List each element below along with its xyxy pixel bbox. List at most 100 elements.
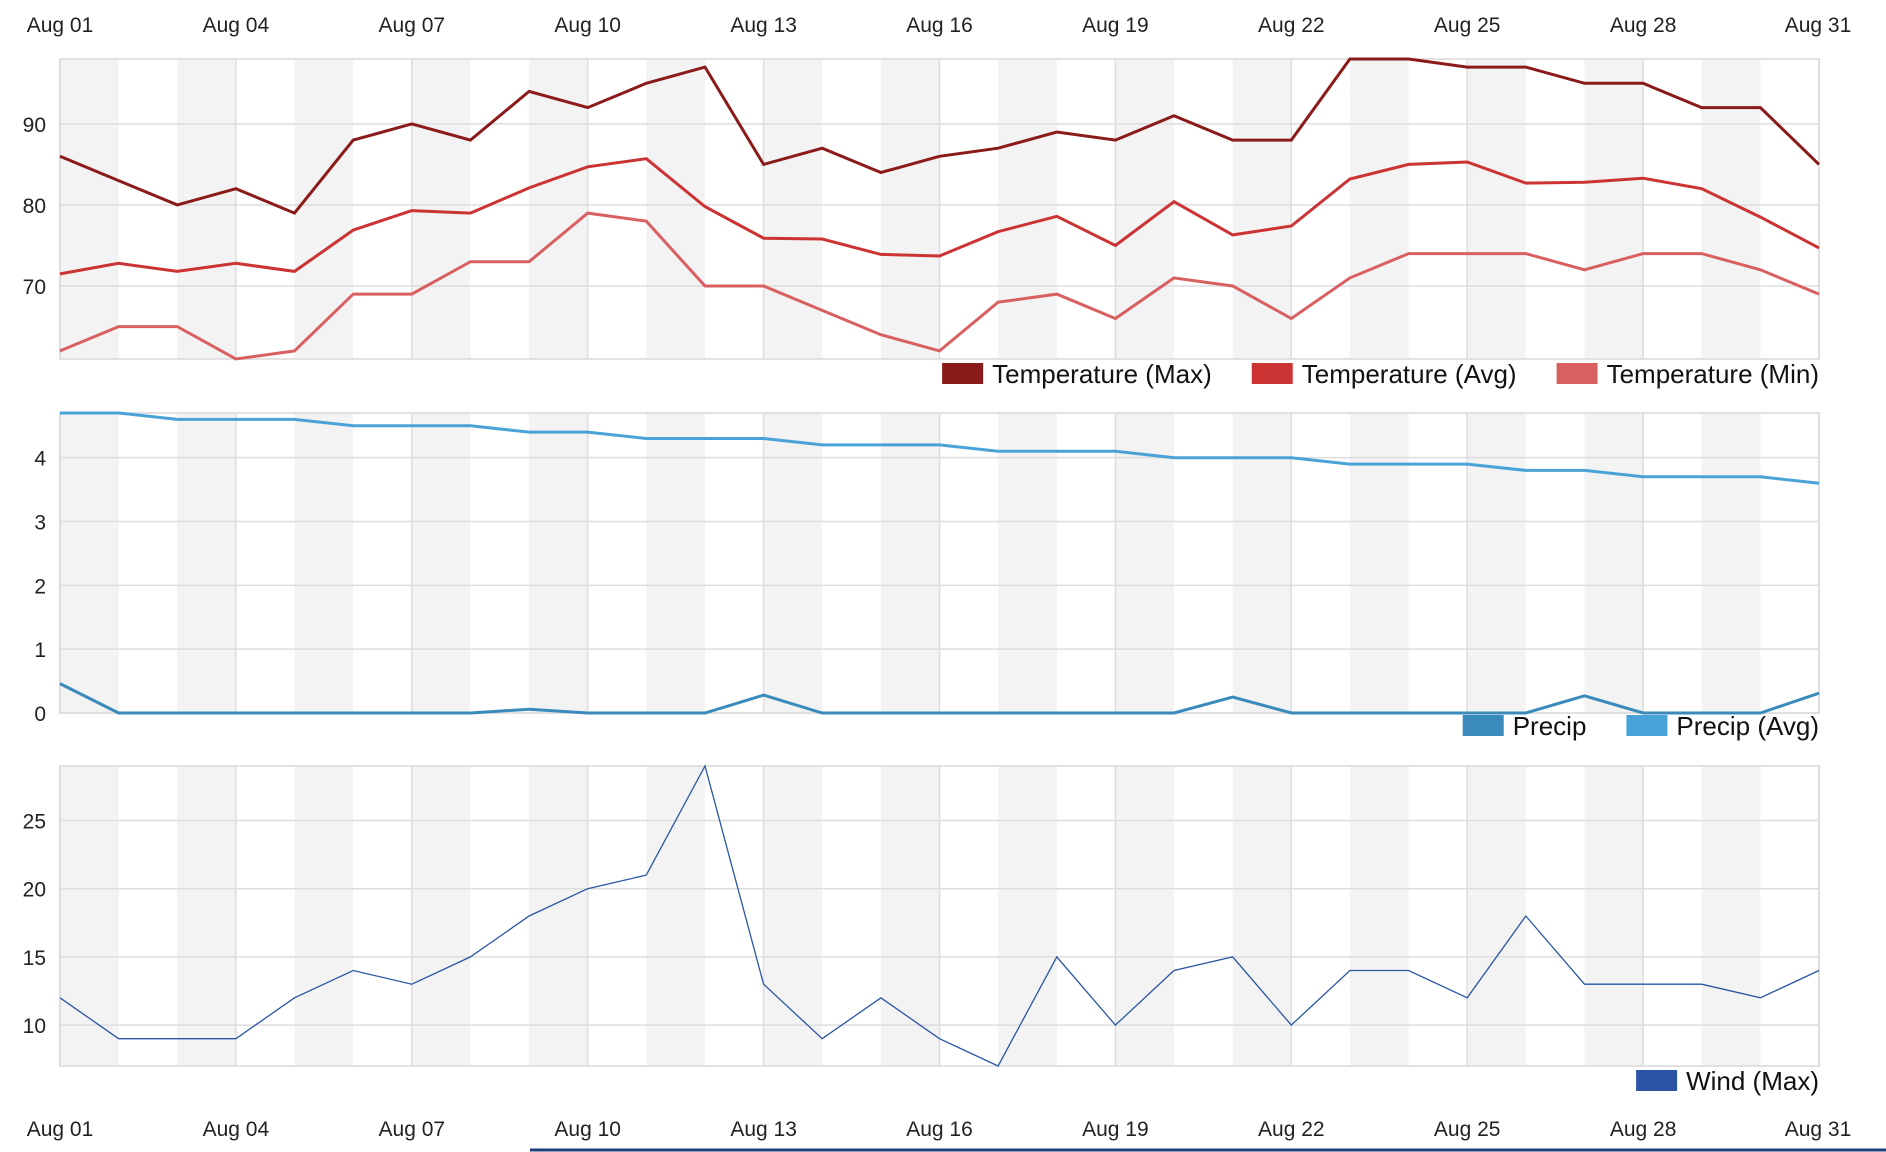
day-band xyxy=(60,59,119,359)
day-band xyxy=(60,413,119,713)
day-band xyxy=(646,59,705,359)
legend-swatch[interactable] xyxy=(1462,715,1504,736)
y-tick-label: 15 xyxy=(23,947,46,970)
x-tick-label: Aug 31 xyxy=(1785,14,1852,37)
legend-swatch[interactable] xyxy=(1251,363,1293,384)
day-band xyxy=(998,413,1057,713)
x-tick-label: Aug 01 xyxy=(27,14,94,37)
x-tick-label: Aug 07 xyxy=(379,1118,446,1141)
series-line xyxy=(59,157,1820,276)
x-tick-label: Aug 01 xyxy=(27,1118,94,1141)
day-band xyxy=(763,766,823,1066)
day-bands xyxy=(60,59,1761,1066)
legend-swatch[interactable] xyxy=(1636,1070,1678,1091)
plot-frame xyxy=(59,765,1820,1067)
x-tick-label: Aug 31 xyxy=(1785,1118,1852,1141)
legend-swatch[interactable] xyxy=(1626,715,1668,736)
x-tick-label: Aug 07 xyxy=(379,14,446,37)
day-band xyxy=(1115,413,1175,713)
x-tick-label: Aug 22 xyxy=(1258,14,1325,37)
day-band xyxy=(529,59,588,359)
y-tick-label: 4 xyxy=(34,448,46,471)
day-band xyxy=(880,59,940,359)
day-band xyxy=(998,766,1057,1066)
day-band xyxy=(880,766,940,1066)
legend-label: Precip xyxy=(1513,711,1587,741)
legend-label: Precip (Avg) xyxy=(1676,711,1819,741)
day-band xyxy=(411,59,471,359)
day-band xyxy=(294,413,354,713)
day-band xyxy=(1701,413,1761,713)
day-band xyxy=(1232,766,1292,1066)
day-band xyxy=(1349,59,1409,359)
legend-swatch[interactable] xyxy=(942,363,984,384)
series-line xyxy=(59,211,1820,361)
axes: 70 80 90 Aug 01 Aug 04 Aug 07 Aug 10 Aug 13 Aug … xyxy=(23,14,1852,1141)
x-tick-label: Aug 04 xyxy=(203,14,270,37)
day-band xyxy=(763,59,823,359)
day-band xyxy=(177,59,236,359)
x-tick-label: Aug 04 xyxy=(203,1118,270,1141)
x-tick-label: Aug 25 xyxy=(1434,14,1501,37)
day-band xyxy=(1467,766,1526,1066)
day-band xyxy=(411,413,471,713)
series-lines xyxy=(59,57,1821,1067)
plot-frame xyxy=(59,58,1820,360)
day-band xyxy=(646,766,705,1066)
day-band xyxy=(998,59,1057,359)
series-line xyxy=(60,411,1820,485)
x-tick-label: Aug 10 xyxy=(554,14,621,37)
day-band xyxy=(529,766,588,1066)
x-tick-label: Aug 13 xyxy=(730,14,797,37)
legend-label: Wind (Max) xyxy=(1686,1066,1819,1096)
day-band xyxy=(1232,413,1292,713)
legends: Temperature (Min) Temperature (Avg) Temper… xyxy=(942,359,1819,1096)
x-tick-label: Aug 28 xyxy=(1610,1118,1677,1141)
day-band xyxy=(1584,766,1644,1066)
day-band xyxy=(177,413,236,713)
y-tick-label: 25 xyxy=(23,811,46,834)
x-tick-label: Aug 19 xyxy=(1082,14,1149,37)
day-band xyxy=(1349,766,1409,1066)
x-tick-label: Aug 19 xyxy=(1082,1118,1149,1141)
x-tick-label: Aug 13 xyxy=(730,1118,797,1141)
day-band xyxy=(1584,59,1644,359)
day-band xyxy=(1467,413,1526,713)
y-tick-label: 0 xyxy=(34,703,46,726)
day-band xyxy=(763,413,823,713)
day-band xyxy=(1467,59,1526,359)
day-band xyxy=(880,413,940,713)
day-band xyxy=(1701,59,1761,359)
y-tick-label: 20 xyxy=(23,879,46,902)
legend-swatch[interactable] xyxy=(1556,363,1598,384)
x-tick-label: Aug 16 xyxy=(906,1118,973,1141)
day-band xyxy=(529,413,588,713)
day-band xyxy=(1701,766,1761,1066)
legend-label: Temperature (Avg) xyxy=(1302,359,1517,389)
day-band xyxy=(294,59,354,359)
legend-label: Temperature (Max) xyxy=(992,359,1212,389)
day-band xyxy=(177,766,236,1066)
x-tick-label: Aug 10 xyxy=(554,1118,621,1141)
y-tick-label: 2 xyxy=(34,575,46,598)
x-tick-label: Aug 28 xyxy=(1610,14,1677,37)
x-tick-label: Aug 16 xyxy=(906,14,973,37)
y-tick-label: 80 xyxy=(23,195,46,218)
day-band xyxy=(294,766,354,1066)
day-band xyxy=(1232,59,1292,359)
x-tick-label: Aug 25 xyxy=(1434,1118,1501,1141)
day-band xyxy=(1115,766,1175,1066)
y-tick-label: 10 xyxy=(23,1015,46,1038)
day-band xyxy=(60,766,119,1066)
day-band xyxy=(411,766,471,1066)
series-line xyxy=(59,682,1820,715)
day-band xyxy=(646,413,705,713)
legend-label: Temperature (Min) xyxy=(1607,359,1819,389)
y-tick-label: 3 xyxy=(34,512,46,535)
y-tick-label: 70 xyxy=(23,276,46,299)
day-band xyxy=(1584,413,1644,713)
y-tick-label: 1 xyxy=(34,639,46,662)
series-line xyxy=(59,764,1820,1067)
series-line xyxy=(59,57,1821,215)
